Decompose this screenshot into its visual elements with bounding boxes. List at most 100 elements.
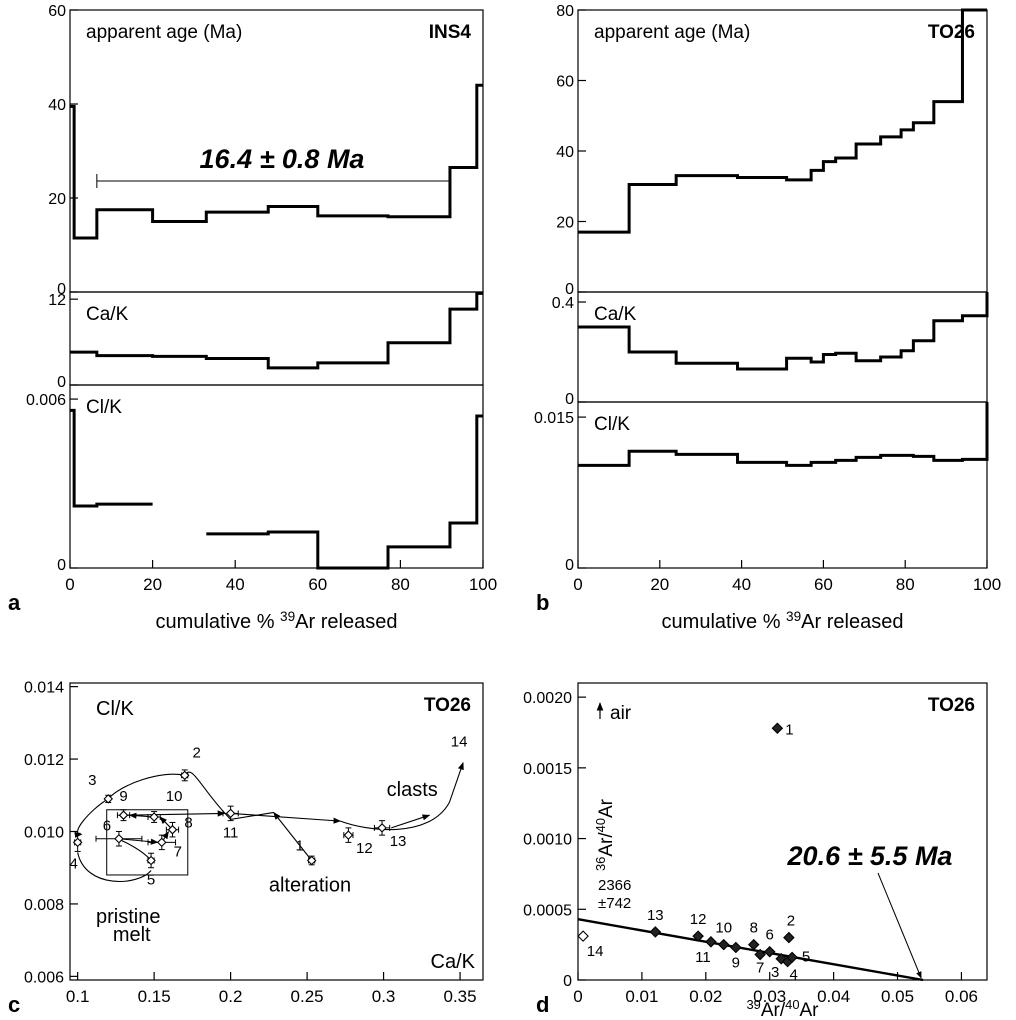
point-label: 5 [147,871,155,888]
sample-label: TO26 [928,22,975,43]
point-label: 9 [119,788,127,805]
point-label: 9 [732,954,740,971]
point-label: 4 [789,967,797,984]
y-axis-label: Cl/K [96,698,134,720]
point-marker [118,810,129,820]
pristine-melt-annotation: pristine [96,906,160,928]
data-point [147,811,161,823]
subplot-clk: 0 0.015 Cl/K [534,401,989,574]
point-label: 1 [785,721,793,738]
point-label: 8 [184,815,192,832]
point-marker [149,812,159,822]
data-point [165,821,180,838]
panel-letter-a: a [8,590,21,615]
y-tick-label: 60 [556,74,574,91]
point-marker [72,837,83,848]
data-point [116,809,131,822]
step-spectrum [578,8,987,234]
point-label: 4 [69,855,77,872]
air-label: air [610,703,632,724]
subplot-label: Ca/K [86,304,129,325]
trajectory-9-11 [123,810,226,817]
point-label: 13 [390,833,407,850]
point-marker [167,824,178,835]
y-tick-label: 0 [565,281,574,298]
point-label: 1 [296,837,304,854]
data-point [754,948,766,961]
sample-label: TO26 [424,695,471,716]
data-point [786,951,798,964]
data-point [747,938,760,951]
x-tick-label: 40 [226,575,245,594]
age-arrow [877,872,922,979]
y-tick-label: 0 [565,557,574,574]
y-tick-label: 0 [563,973,572,990]
point-label: 7 [756,960,764,977]
point-marker [377,823,387,833]
step-spectrum [70,291,483,370]
sample-label: TO26 [928,695,975,716]
y-tick-label: 20 [556,215,574,232]
point-label: 7 [174,843,182,860]
y-tick-label: 0.008 [24,897,64,914]
x-axis-label: Ca/K [431,951,476,973]
y-tick-label: 0.0020 [523,690,572,707]
point-label: 8 [750,920,758,937]
point-label: 14 [587,943,604,960]
plateau-age-label: 16.4 ± 0.8 Ma [200,144,365,174]
subplot-cak: 0 12 Ca/K [48,291,484,391]
data-point [95,831,143,847]
y-tick-label: 0.006 [26,392,66,409]
x-tick-label: 0.3 [372,987,396,1006]
data-point [72,832,83,852]
point-label: 6 [103,818,111,835]
panel-letter-d: d [536,992,549,1017]
y-tick-label: 0 [57,281,66,298]
data-point [222,805,239,822]
point-label: 5 [802,948,810,965]
x-axis-label: cumulative % 39Ar released [662,609,904,634]
alteration-annotation: alteration [269,874,351,896]
trajectory-6-7 [118,838,159,845]
x-tick-label: 0.35 [444,987,477,1006]
isochron-line [577,918,924,982]
data-point [343,827,354,843]
isochron-age-label: 20.6 ± 5.5 Ma [787,841,953,871]
y-tick-label: 0 [57,557,66,574]
data-point [705,936,717,948]
subplot-frame [577,291,988,403]
point-marker [343,830,354,840]
y-tick-label: 0.4 [552,295,574,312]
x-tick-label: 80 [391,575,410,594]
x-tick-label: 0 [573,987,582,1006]
pristine-melt-box [106,809,189,876]
point-marker [157,837,167,848]
data-point [146,852,156,869]
point-label: 11 [695,949,711,966]
step-spectrum [578,292,989,371]
x-tick-label: 0.04 [817,987,850,1006]
x-tick-label: 20 [650,575,669,594]
x-tick-label: 100 [469,575,497,594]
y-tick-label: 0.0010 [523,832,572,849]
x-tick-label: 40 [732,575,751,594]
y-tick-label: 40 [48,97,66,114]
x-tick-label: 0.15 [138,987,171,1006]
x-tick-label: 60 [814,575,833,594]
plot-frame [577,682,988,981]
subplot-cak: 0 0.4 Ca/K [552,291,989,408]
x-tick-label: 0.25 [291,987,324,1006]
x-tick-label: 0.1 [66,987,90,1006]
x-tick-label: 100 [973,575,1001,594]
panel-c: 0.1 0.15 0.2 0.25 0.3 0.35 0.006 0.008 0.010 0.01… [24,680,484,1006]
point-label: 6 [766,927,774,944]
data-point [763,945,776,958]
point-label: 10 [166,788,183,805]
point-marker [306,855,317,866]
y-tick-label: 0.0005 [523,902,572,919]
point-label: 10 [715,920,732,937]
pristine-melt-annotation: melt [113,924,151,946]
panel-letter-c: c [8,992,20,1017]
data-point [771,722,784,735]
